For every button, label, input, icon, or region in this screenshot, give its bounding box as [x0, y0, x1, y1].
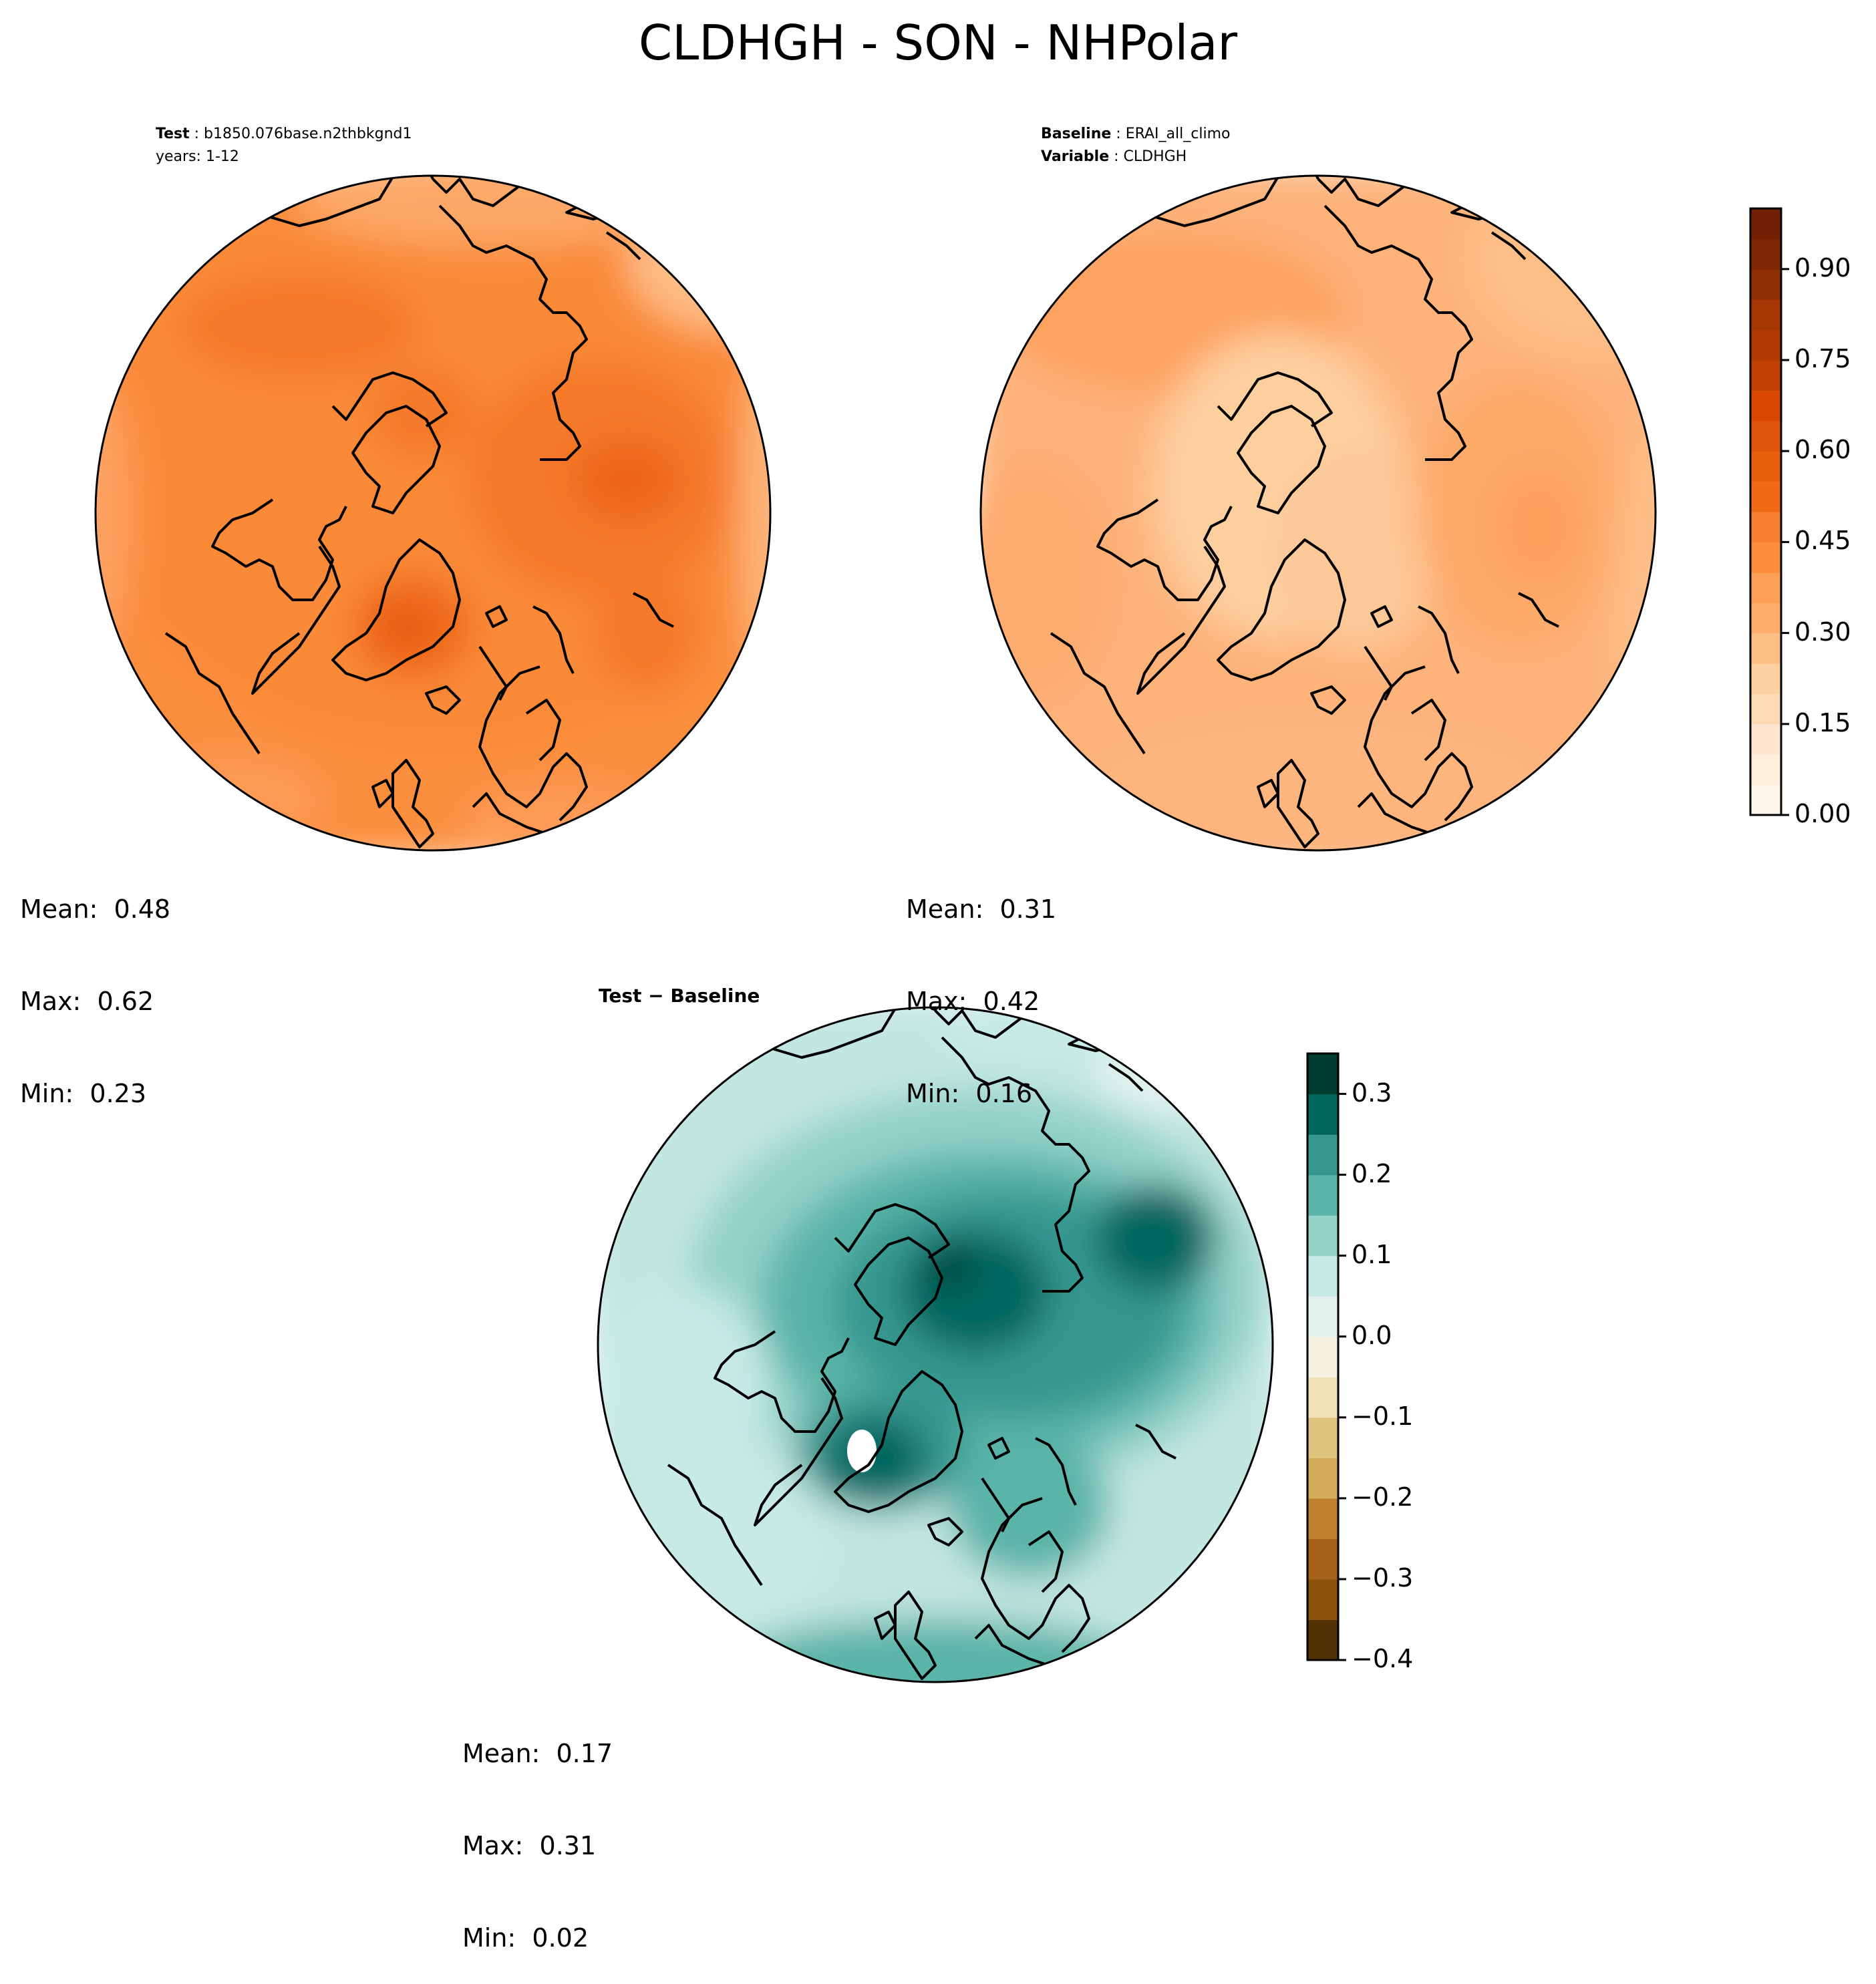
colorbar-tick-label: 0.30 [1794, 617, 1851, 647]
colorbar-level [1750, 754, 1781, 786]
colorbar-level [1307, 1538, 1338, 1580]
colorbar-level [1750, 663, 1781, 694]
colorbar-tick-label: −0.2 [1352, 1482, 1414, 1512]
colorbar-level [1750, 633, 1781, 664]
colorbar-level [1750, 269, 1781, 300]
colorbar-tick-label: 0.1 [1352, 1239, 1392, 1269]
colorbar-level [1307, 1417, 1338, 1458]
test-years: years: 1-12 [156, 148, 239, 165]
colorbar-level [1750, 572, 1781, 603]
test-stats: Mean: 0.48 Max: 0.62 Min: 0.23 [20, 832, 170, 1140]
colorbar-level [1750, 542, 1781, 573]
test-map [94, 174, 772, 852]
colorbar-level [1307, 1215, 1338, 1257]
colorbar-level [1750, 390, 1781, 422]
colorbar-level [1307, 1579, 1338, 1621]
colorbar-tick-label: 0.60 [1794, 435, 1851, 465]
difference-panel-header: Test − Baseline [599, 985, 760, 1007]
figure-canvas [94, 174, 1789, 1683]
colorbar-tick-label: 0.75 [1794, 344, 1851, 373]
colorbar-level [1307, 1377, 1338, 1418]
baseline-map [979, 174, 1657, 852]
colorbar-level [1750, 299, 1781, 331]
colorbar-level [1750, 420, 1781, 452]
test-panel-header: Test : b1850.076base.n2thbkgnd1 years: 1… [156, 123, 412, 168]
colorbar-level [1307, 1094, 1338, 1135]
test-label: Test [156, 126, 190, 142]
colorbar-level [1750, 603, 1781, 634]
baseline-max: Max: 0.42 [906, 987, 1040, 1016]
colorbar-level [1750, 693, 1781, 725]
colorbar-bottom [1306, 1052, 1346, 1661]
colorbar-tick-label: 0.00 [1794, 799, 1851, 828]
colorbar-level [1750, 481, 1781, 512]
colorbar-level [1307, 1296, 1338, 1337]
colorbar-frame [1306, 1052, 1340, 1661]
colorbar-tick-label: 0.90 [1794, 253, 1851, 283]
variable-label: Variable [1041, 148, 1110, 165]
colorbar-tick-label: 0.45 [1794, 526, 1851, 556]
colorbar-tick-label: −0.3 [1352, 1562, 1414, 1593]
difference-mean: Mean: 0.17 [462, 1739, 613, 1768]
test-mean: Mean: 0.48 [20, 894, 171, 924]
colorbar-tick-label: 0.0 [1352, 1320, 1392, 1350]
colorbar-frame [1749, 207, 1782, 816]
colorbar-tick-label: 0.2 [1352, 1158, 1392, 1188]
colorbar-level [1750, 512, 1781, 542]
colorbar-level [1750, 329, 1781, 361]
figure-title: CLDHGH - SON - NHPolar [638, 15, 1238, 71]
baseline-min: Min: 0.16 [906, 1079, 1032, 1108]
colorbar-level [1307, 1174, 1338, 1216]
colorbar-level [1307, 1134, 1338, 1176]
variable-name: CLDHGH [1123, 148, 1187, 165]
test-max: Max: 0.62 [20, 987, 154, 1016]
baseline-name: ERAI_all_climo [1125, 126, 1231, 142]
baseline-panel-header: Baseline : ERAI_all_climo Variable : CLD… [1041, 126, 1231, 165]
colorbar-tick-label: −0.1 [1352, 1401, 1414, 1431]
difference-max: Max: 0.31 [462, 1831, 597, 1860]
colorbar-tick-label: 0.15 [1794, 707, 1851, 737]
colorbar-level [1307, 1619, 1338, 1661]
baseline-label: Baseline [1041, 126, 1112, 142]
colorbar-level [1750, 238, 1781, 270]
colorbar-level [1750, 360, 1781, 391]
colorbar-tick-label: 0.3 [1352, 1078, 1392, 1108]
below-range-spot [847, 1430, 877, 1472]
difference-min: Min: 0.02 [462, 1923, 589, 1953]
baseline-mean: Mean: 0.31 [906, 894, 1057, 924]
test-case-name: b1850.076base.n2thbkgnd1 [204, 126, 412, 142]
difference-stats: Mean: 0.17 Max: 0.31 Min: 0.02 [462, 1677, 613, 1984]
colorbar-level [1750, 208, 1781, 239]
colorbar-level [1307, 1498, 1338, 1539]
colorbar-level [1307, 1458, 1338, 1499]
colorbar-level [1750, 451, 1781, 482]
colorbar-level [1307, 1053, 1338, 1095]
colorbar-level [1307, 1255, 1338, 1297]
baseline-stats: Mean: 0.31 Max: 0.42 Min: 0.16 [906, 832, 1056, 1140]
colorbar-top [1749, 207, 1789, 816]
colorbar-level [1750, 723, 1781, 755]
colorbar-tick-label: −0.4 [1352, 1644, 1414, 1673]
colorbar-level [1307, 1336, 1338, 1377]
colorbar-level [1750, 784, 1781, 816]
difference-map [597, 1006, 1274, 1683]
test-min: Min: 0.23 [20, 1079, 146, 1108]
